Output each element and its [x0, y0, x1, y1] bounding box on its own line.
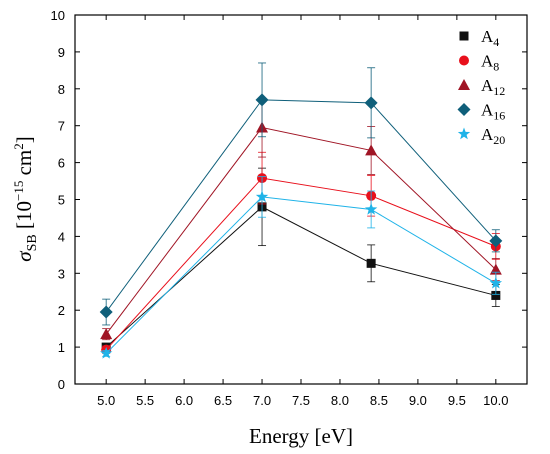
y-tick-label: 10	[51, 8, 65, 23]
series-line	[105, 206, 496, 348]
data-point	[366, 258, 376, 268]
legend-marker	[459, 31, 469, 41]
x-tick-label: 9.0	[409, 393, 427, 408]
legend-label: A8	[481, 52, 499, 74]
data-point	[365, 144, 378, 156]
x-tick-label: 9.5	[448, 393, 466, 408]
y-tick-label: 4	[58, 229, 65, 244]
data-point	[99, 346, 113, 359]
x-tick-label: 6.0	[175, 393, 193, 408]
plot-frame	[74, 14, 528, 385]
data-series	[99, 62, 503, 359]
y-axis-unit-exponent: −15	[11, 181, 26, 201]
data-point	[489, 276, 503, 289]
data-point	[255, 93, 269, 107]
legend-label-name: A	[481, 101, 494, 120]
series-line	[105, 99, 497, 313]
legend-marker	[457, 103, 471, 116]
y-axis-title: σSB [10−15 cm2]	[11, 136, 40, 261]
legend-label-name: A	[481, 76, 494, 95]
series-a12	[100, 97, 502, 341]
data-point	[100, 328, 113, 340]
legend-marker	[458, 79, 470, 90]
series-a8	[101, 151, 501, 355]
x-tick-label: 5.0	[97, 393, 115, 408]
y-axis-unit-middle: cm	[12, 150, 36, 181]
y-tick-label: 0	[58, 377, 65, 392]
legend-item: A8	[459, 52, 499, 74]
x-tick-label: 10.0	[483, 393, 508, 408]
y-axis-unit-power: 2	[11, 143, 26, 150]
x-tick-label: 6.5	[214, 393, 232, 408]
legend-label-subscript: 16	[493, 109, 505, 123]
legend-item: A16	[457, 101, 505, 123]
y-tick-label: 2	[58, 303, 65, 318]
data-point	[99, 305, 113, 319]
legend-label-subscript: 12	[493, 84, 505, 98]
legend-label-name: A	[481, 125, 494, 144]
legend-label-subscript: 4	[493, 35, 499, 49]
legend-label: A4	[481, 27, 499, 49]
y-tick-label: 8	[58, 82, 65, 97]
legend-label: A16	[481, 101, 505, 123]
series-a4	[101, 167, 501, 352]
data-point	[489, 234, 503, 248]
y-axis-unit-prefix: [10	[12, 201, 36, 234]
y-tick-label: 1	[58, 340, 65, 355]
axis-ticks: 5.0 5.5 6.0 6.5 7.0 7.5 8.0 8.5 9.0 9.5 10.0012345…	[51, 8, 527, 408]
series-line	[105, 177, 497, 351]
y-axis-subscript: SB	[25, 234, 40, 251]
series-line	[105, 126, 497, 335]
data-point	[255, 190, 269, 203]
y-tick-label: 3	[58, 266, 65, 281]
data-point	[364, 96, 378, 110]
y-tick-label: 7	[58, 119, 65, 134]
legend-item: A20	[457, 125, 505, 147]
y-tick-label: 6	[58, 156, 65, 171]
legend-label: A20	[481, 125, 505, 147]
data-point	[491, 290, 501, 300]
legend-label-name: A	[481, 52, 494, 71]
series-line	[105, 196, 497, 354]
x-tick-label: 5.5	[136, 393, 154, 408]
x-tick-label: 8.0	[331, 393, 349, 408]
x-tick-label: 8.5	[370, 393, 388, 408]
x-tick-label: 7.0	[253, 393, 271, 408]
legend-label-subscript: 20	[493, 133, 505, 147]
y-tick-label: 9	[58, 45, 65, 60]
data-point	[364, 202, 378, 215]
legend-label-subscript: 8	[493, 60, 499, 74]
legend-label-name: A	[481, 27, 494, 46]
series-a16	[99, 62, 503, 326]
y-axis-symbol: σ	[12, 250, 36, 262]
series-a20	[99, 176, 503, 359]
x-axis-title: Energy [eV]	[249, 424, 353, 448]
legend-label: A12	[481, 76, 505, 98]
x-tick-label: 7.5	[292, 393, 310, 408]
legend-marker	[457, 127, 471, 140]
legend-marker	[459, 55, 469, 66]
y-axis-unit-suffix: ]	[12, 136, 36, 143]
legend-item: A4	[459, 27, 499, 49]
y-tick-label: 5	[58, 193, 65, 208]
legend-item: A12	[458, 76, 505, 98]
